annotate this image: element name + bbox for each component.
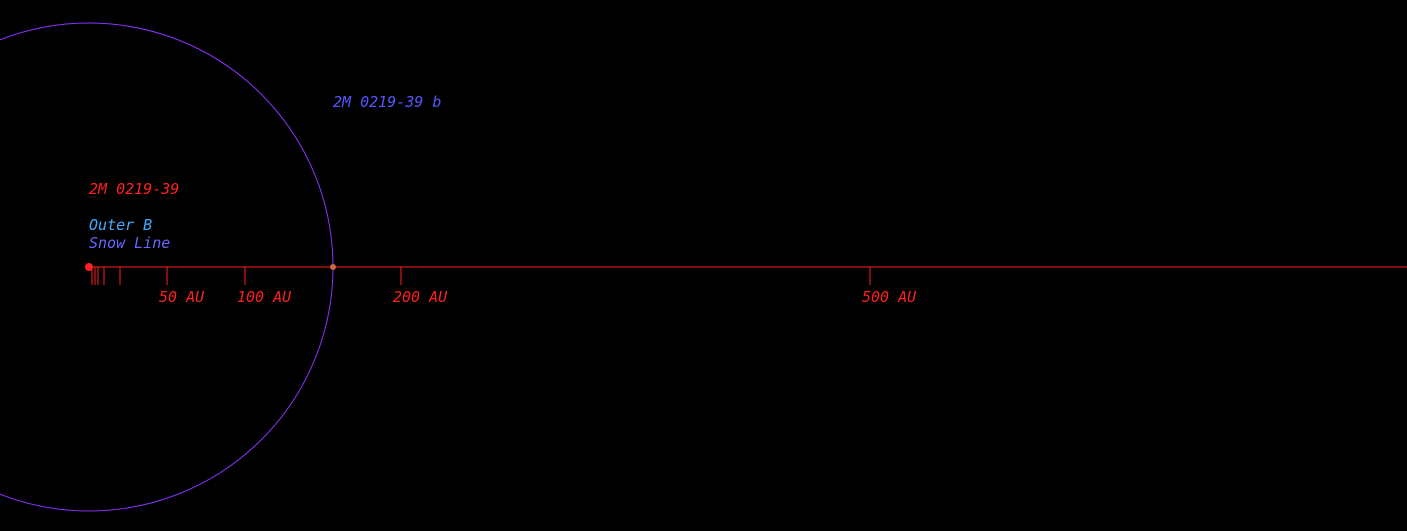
star-marker bbox=[85, 263, 93, 271]
tick-label-50au: 50 AU bbox=[159, 288, 205, 306]
planet-label: 2M 0219-39 b bbox=[333, 93, 441, 111]
snow-line-label: Snow Line bbox=[89, 234, 170, 252]
tick-label-100au: 100 AU bbox=[237, 288, 292, 306]
star-label: 2M 0219-39 bbox=[89, 180, 179, 198]
tick-label-500au: 500 AU bbox=[862, 288, 917, 306]
tick-label-200au: 200 AU bbox=[393, 288, 448, 306]
outer-b-label: Outer B bbox=[89, 216, 152, 234]
planet-marker bbox=[330, 264, 336, 270]
